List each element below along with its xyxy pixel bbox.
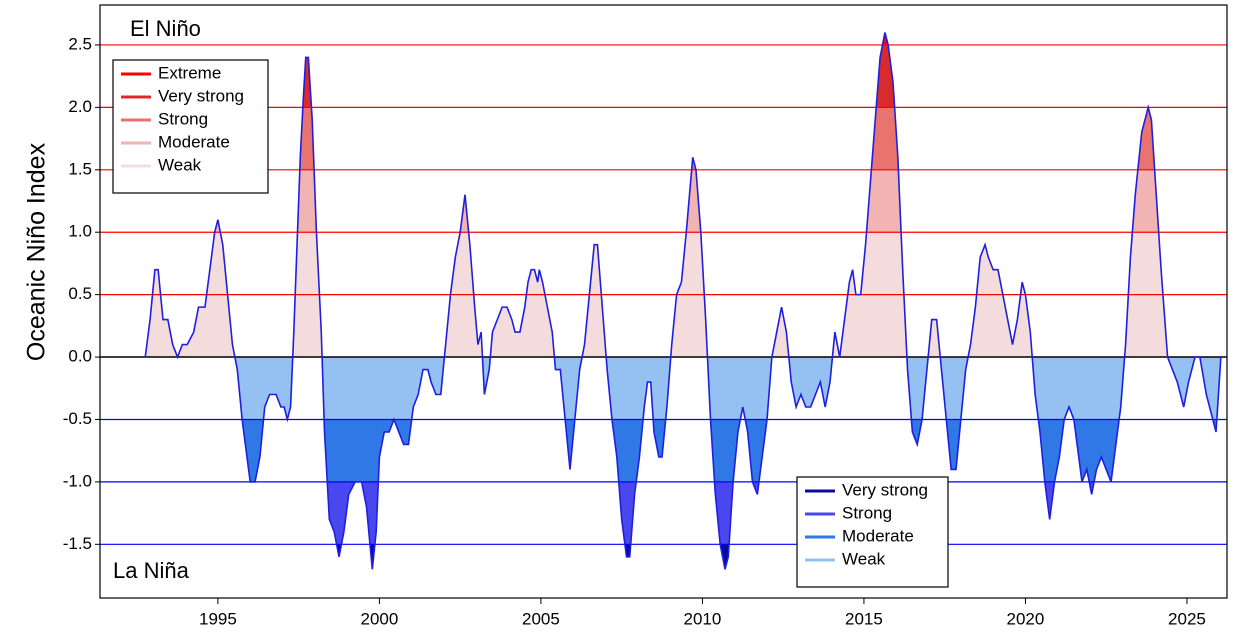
legend-label: Moderate bbox=[158, 132, 230, 151]
oni-line bbox=[144, 32, 1222, 570]
legend-box bbox=[112, 59, 269, 194]
legend-label: Strong bbox=[842, 503, 892, 522]
band-fill bbox=[250, 481, 1112, 545]
y-tick-label: 2.0 bbox=[68, 97, 92, 116]
legend-label: Extreme bbox=[158, 63, 221, 82]
legend-label: Moderate bbox=[842, 526, 914, 545]
y-tick-label: -0.5 bbox=[63, 409, 92, 428]
y-tick-label: -1.5 bbox=[63, 534, 92, 553]
plot-frame bbox=[99, 4, 1228, 599]
legend-label: Weak bbox=[842, 549, 886, 568]
x-tick-label: 2020 bbox=[1007, 609, 1045, 628]
y-tick-label: -1.0 bbox=[63, 471, 92, 490]
mark-layer bbox=[144, 32, 1222, 570]
band-fill bbox=[242, 419, 1217, 482]
y-tick-label: 2.5 bbox=[68, 34, 92, 53]
y-tick-label: 0.5 bbox=[68, 284, 92, 303]
y-tick-label: 1.0 bbox=[68, 222, 92, 241]
y-tick-label: 0.0 bbox=[68, 347, 92, 366]
fill-layer bbox=[145, 32, 1221, 570]
x-tick-label: 2010 bbox=[684, 609, 722, 628]
legend-layer: Extreme Very strong Strong Moderate Weak Very… bbox=[112, 59, 949, 588]
legend-label: Very strong bbox=[158, 86, 244, 105]
legend-label: Weak bbox=[158, 155, 202, 174]
la-nina-label: La Niña bbox=[113, 558, 190, 583]
x-tick-label: 2005 bbox=[522, 609, 560, 628]
grid-layer bbox=[95, 44, 1227, 604]
y-axis-label: Oceanic Niño Index bbox=[23, 142, 51, 361]
y-tick-label: 1.5 bbox=[68, 159, 92, 178]
x-tick-label: 2025 bbox=[1168, 609, 1206, 628]
x-tick-label: 1995 bbox=[199, 609, 237, 628]
legend-box bbox=[796, 476, 949, 588]
el-nino-label: El Niño bbox=[130, 16, 201, 41]
x-tick-label: 2015 bbox=[845, 609, 883, 628]
legend-label: Strong bbox=[158, 109, 208, 128]
legend-label: Very strong bbox=[842, 480, 928, 499]
x-tick-label: 2000 bbox=[360, 609, 398, 628]
band-fill bbox=[214, 169, 1159, 233]
